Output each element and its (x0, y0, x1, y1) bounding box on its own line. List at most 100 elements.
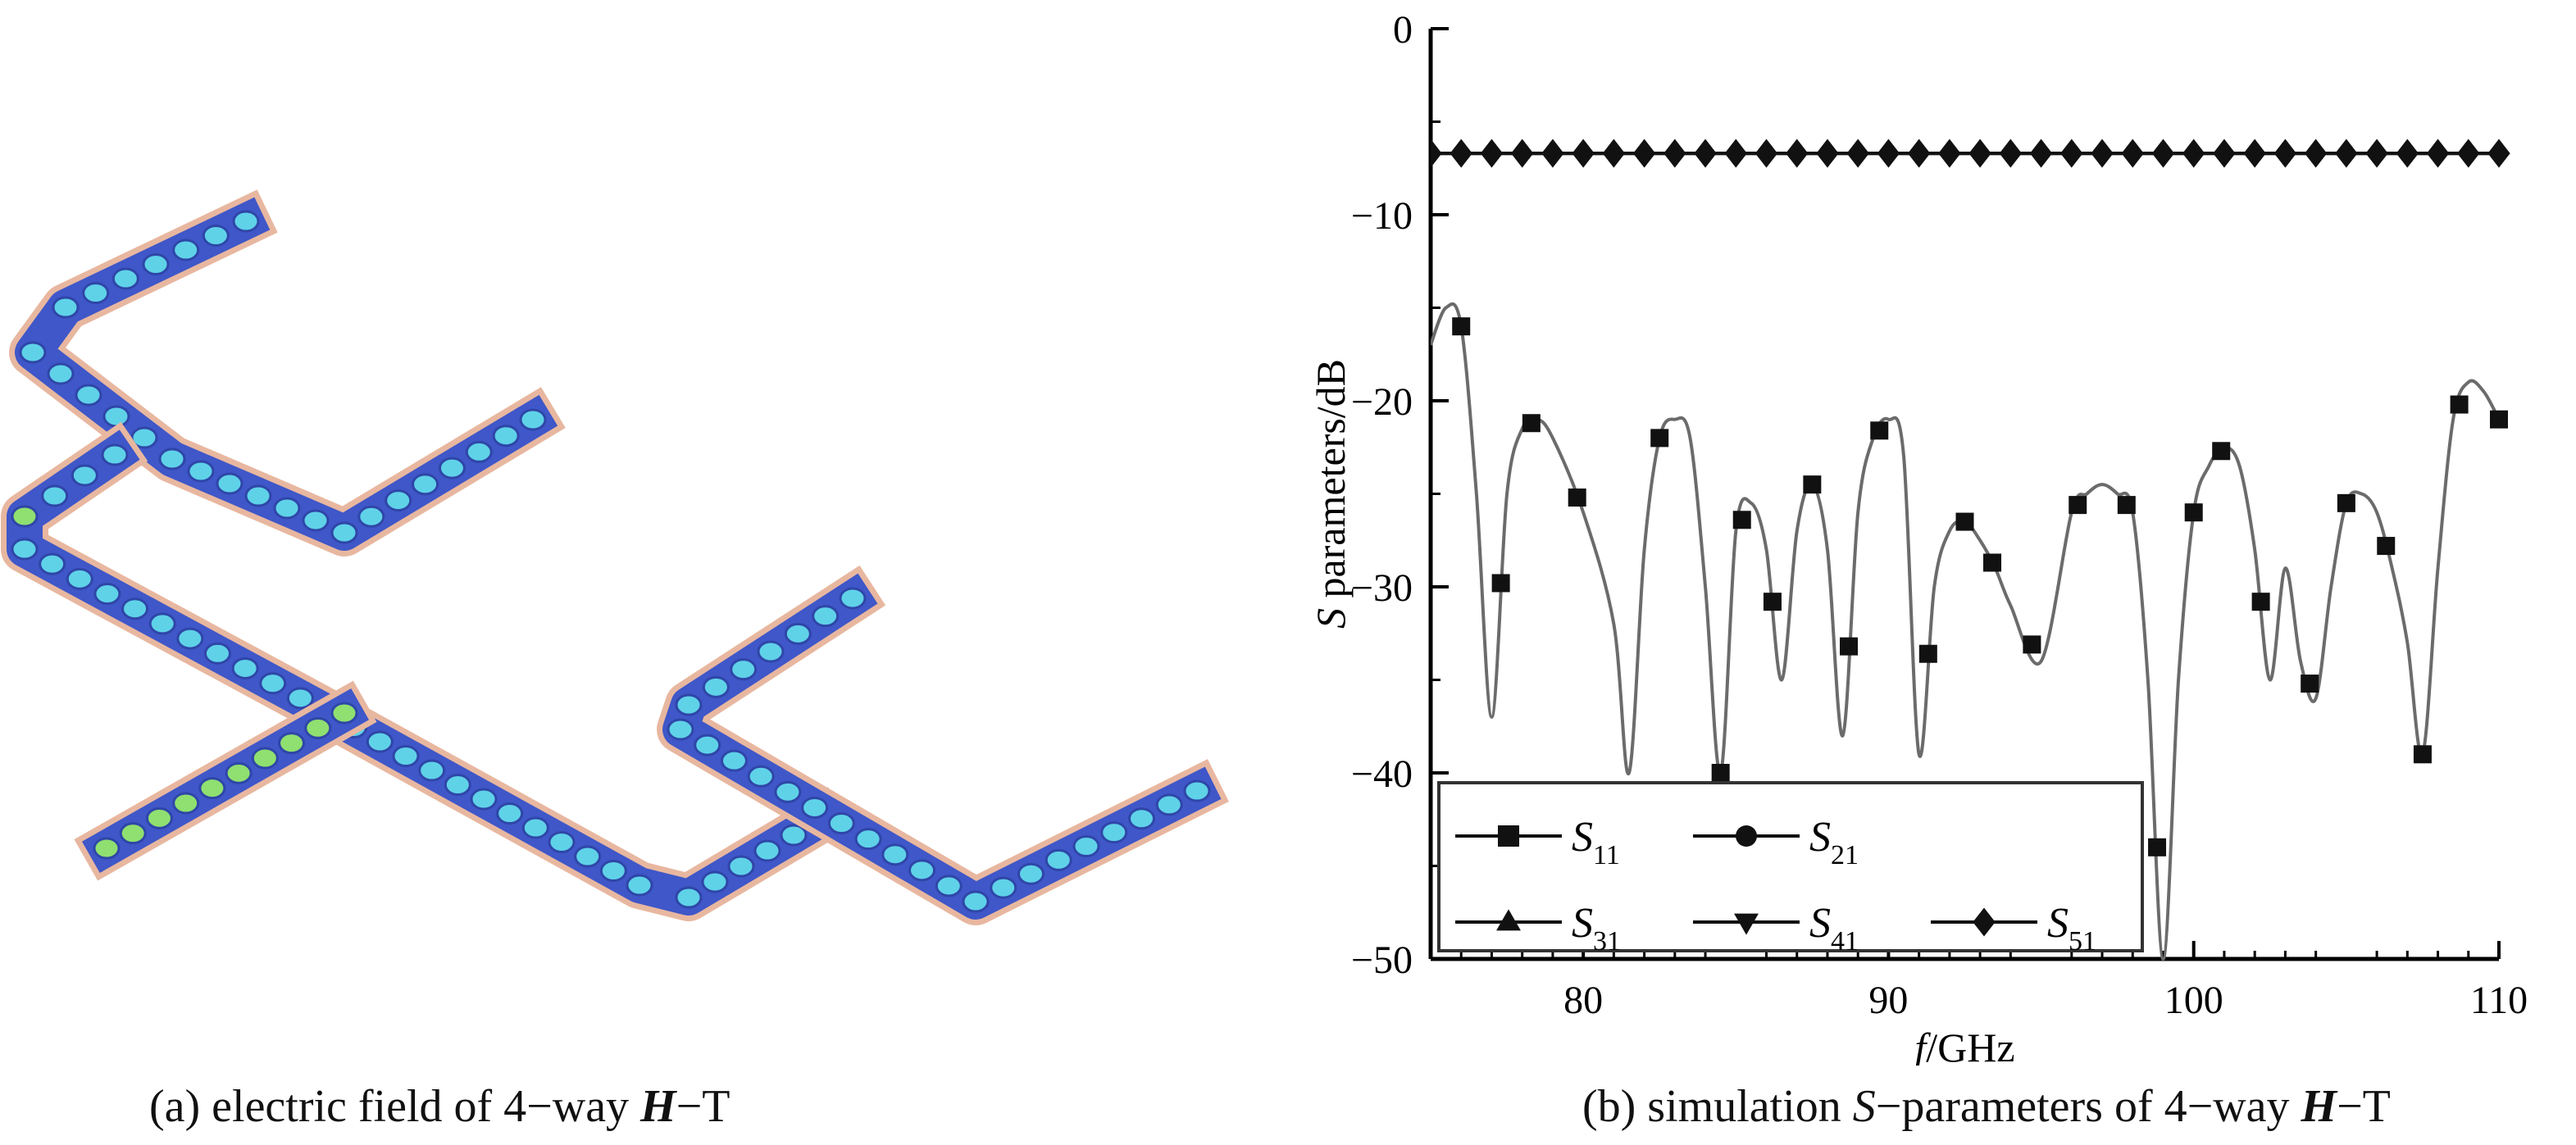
field-spot (990, 876, 1017, 899)
field-spot (102, 405, 130, 428)
series-S51 (1431, 139, 2510, 168)
marker-square (1498, 825, 1519, 847)
legend-label: S21 (1809, 814, 1859, 870)
caption-a-text: (a) electric field of 4−way (149, 1081, 641, 1132)
marker-square (2023, 635, 2041, 654)
marker-square (2301, 675, 2319, 693)
marker-diamond (2213, 139, 2236, 168)
marker-square (2184, 503, 2203, 522)
marker-square (1840, 637, 1859, 656)
field-spot (801, 796, 829, 819)
field-spot (357, 505, 385, 528)
marker-diamond (2273, 139, 2297, 168)
x-tick-label: 80 (1563, 979, 1603, 1022)
caption-a-suffix: −T (676, 1081, 730, 1132)
marker-diamond (1694, 139, 1717, 168)
legend-label: S41 (1809, 900, 1859, 956)
marker-square (1918, 644, 1937, 663)
marker-diamond (1938, 139, 1961, 168)
legend-item-S51: S51 (1931, 900, 2096, 956)
field-spot (548, 831, 576, 853)
y-tick-label: −40 (1351, 752, 1413, 796)
field-spot (444, 774, 471, 796)
field-spot (304, 716, 332, 739)
legend-label: S11 (1572, 814, 1620, 870)
field-spot (385, 489, 412, 512)
field-spot (599, 860, 627, 882)
y-tick-label: −30 (1351, 566, 1413, 610)
field-spot (259, 672, 287, 695)
legend-item-S41: S41 (1693, 900, 1859, 956)
field-spot (438, 457, 466, 479)
field-spot (39, 552, 66, 575)
marker-diamond (1968, 139, 1991, 168)
x-tick-label: 100 (2164, 979, 2223, 1022)
marker-square (2450, 395, 2469, 414)
marker-diamond (1724, 139, 1747, 168)
caption-b-bold: H (2301, 1081, 2337, 1132)
field-spot (52, 296, 80, 319)
s11-curve (1431, 302, 2501, 961)
field-spot (412, 473, 439, 496)
field-spot (41, 484, 69, 507)
chart-legend: S11 S21 S31 S41 S51 (1437, 781, 2144, 956)
field-spot (881, 843, 909, 866)
field-spot (66, 567, 93, 590)
field-spot (812, 605, 840, 628)
y-tick-label: −20 (1351, 380, 1413, 424)
y-tick-label: −50 (1351, 938, 1413, 982)
field-spot (273, 497, 301, 520)
marker-diamond (1450, 139, 1472, 168)
field-spot (492, 425, 520, 448)
field-spot (854, 828, 882, 851)
marker-diamond (2182, 139, 2205, 168)
marker-diamond (1511, 139, 1534, 168)
y-tick-label: −10 (1351, 194, 1413, 238)
field-spot (93, 837, 121, 860)
field-spot (392, 745, 420, 767)
legend-box (1437, 781, 2144, 952)
marker-square (1452, 317, 1471, 336)
field-spot (521, 816, 549, 839)
marker-diamond (2457, 139, 2480, 168)
field-spot (757, 640, 785, 663)
field-spot (172, 792, 200, 815)
field-spot (701, 870, 729, 893)
marker-diamond (1999, 139, 2022, 168)
caption-b: (b) simulation S−parameters of 4−way H−T (1582, 1080, 2391, 1133)
marker-square (1491, 574, 1510, 593)
field-spot (158, 448, 186, 470)
marker-square (2117, 496, 2136, 515)
field-spot (727, 855, 755, 878)
field-spot (286, 687, 314, 710)
field-spot (366, 730, 394, 753)
marker-square (1763, 593, 1782, 611)
field-spot (747, 765, 775, 788)
field-spot (935, 875, 963, 897)
marker-diamond (1480, 139, 1504, 168)
field-spot (93, 583, 121, 606)
field-spot (780, 824, 808, 847)
electric-field-figure (0, 0, 1246, 1065)
waveguide-arm (81, 688, 370, 874)
field-spot (418, 759, 446, 782)
field-spot (202, 225, 230, 247)
marker-diamond (1431, 139, 1442, 168)
field-spot (216, 472, 243, 495)
marker-square (1870, 421, 1889, 440)
marker-diamond (2365, 139, 2388, 168)
marker-square (2148, 838, 2167, 856)
marker-diamond (1602, 139, 1626, 168)
marker-triangle-up (1496, 909, 1521, 931)
marker-diamond (1973, 907, 1996, 937)
field-spot (1072, 835, 1100, 857)
field-spot (330, 702, 358, 725)
marker-diamond (2121, 139, 2144, 168)
field-spot (574, 845, 602, 868)
field-spot (1045, 848, 1072, 871)
field-spot (827, 812, 855, 835)
field-spot (519, 408, 547, 431)
marker-square (1568, 488, 1586, 507)
marker-diamond (2426, 139, 2450, 168)
field-spot (675, 693, 703, 716)
